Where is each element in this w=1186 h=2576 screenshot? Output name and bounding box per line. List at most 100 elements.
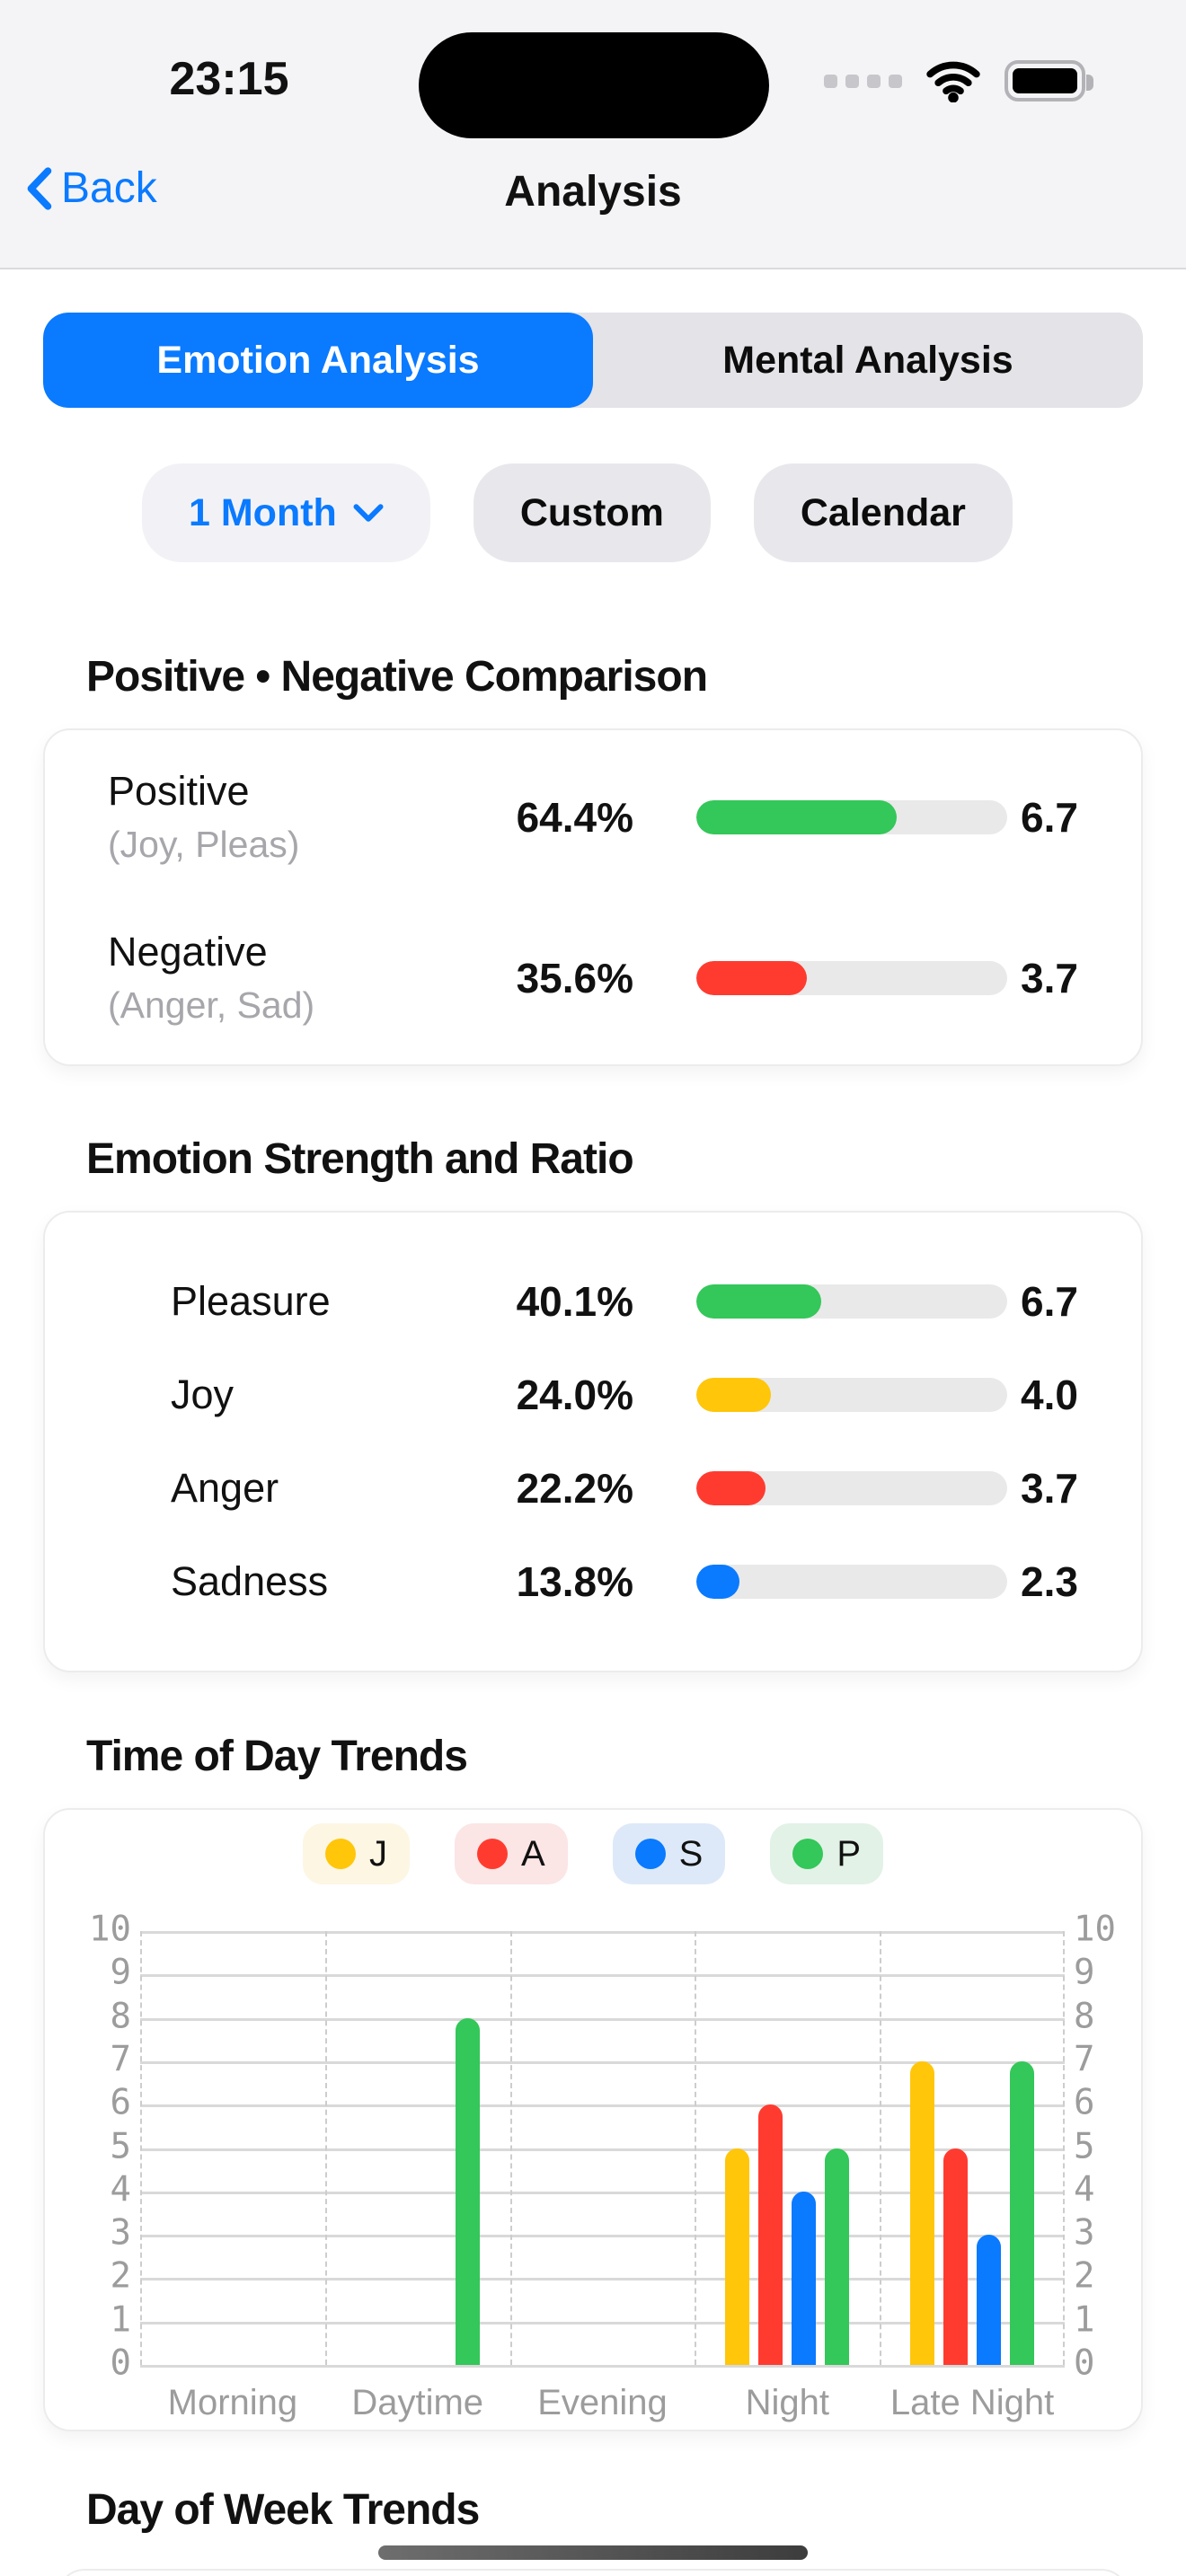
stat-label-group: Joy — [171, 1372, 431, 1418]
progress-fill — [696, 1378, 772, 1412]
stat-score: 6.7 — [1021, 1278, 1078, 1325]
category-boundary-line — [324, 1931, 327, 2365]
progress-fill — [696, 960, 808, 995]
stat-sublabel: (Joy, Pleas) — [108, 824, 300, 865]
progress-cell — [642, 1471, 1007, 1505]
legend-label: S — [678, 1833, 704, 1874]
battery-icon — [1005, 60, 1093, 101]
x-axis-label: Daytime — [351, 2383, 484, 2422]
progress-fill — [696, 1284, 821, 1319]
chart-bar-a-3 — [758, 2104, 783, 2365]
period-dropdown[interactable]: 1 Month — [142, 463, 430, 562]
y-axis-tick-left: 7 — [110, 2039, 131, 2080]
y-axis-tick-right: 5 — [1074, 2126, 1095, 2167]
stat-row: Pleasure 40.1% 6.7 — [171, 1277, 1109, 1326]
gridline — [140, 2104, 1065, 2108]
filter-row: 1 Month Custom Calendar — [0, 463, 1186, 562]
chart-bar-p-1 — [455, 2017, 480, 2365]
stat-row: Joy 24.0% 4.0 — [171, 1371, 1109, 1419]
category-boundary-line — [509, 1931, 512, 2365]
stat-label-group: Negative (Anger, Sad) — [108, 929, 431, 1027]
nav-bar: Back Analysis — [0, 144, 1186, 269]
gridline — [140, 2235, 1065, 2238]
section-title-day-of-week: Day of Week Trends — [86, 2486, 480, 2534]
stat-percent: 64.4% — [516, 793, 633, 841]
progress-fill — [696, 1471, 766, 1505]
section-title-strength: Emotion Strength and Ratio — [86, 1135, 634, 1183]
y-axis-tick-right: 3 — [1074, 2212, 1095, 2254]
category-boundary-line — [695, 1931, 697, 2365]
page-title: Analysis — [504, 168, 682, 216]
dynamic-island — [419, 32, 769, 138]
stat-percent: 13.8% — [516, 1558, 633, 1605]
segmented-control: Emotion Analysis Mental Analysis — [43, 313, 1143, 408]
y-axis-tick-left: 10 — [89, 1909, 131, 1950]
chart-bar-a-4 — [943, 2148, 969, 2365]
stat-row: Sadness 13.8% 2.3 — [171, 1557, 1109, 1606]
progress-track — [696, 1471, 1007, 1505]
progress-fill — [696, 1565, 739, 1599]
legend-label: P — [836, 1833, 862, 1874]
home-indicator[interactable] — [378, 2545, 808, 2560]
y-axis-tick-left: 0 — [110, 2342, 131, 2384]
chevron-down-icon — [353, 504, 384, 522]
stat-percent: 40.1% — [516, 1278, 633, 1325]
chart-bar-s-4 — [977, 2235, 1002, 2365]
stat-label: Anger — [171, 1465, 279, 1511]
y-axis-tick-left: 5 — [110, 2126, 131, 2167]
status-nav-area: 23:15 Back A — [0, 0, 1186, 269]
comparison-card: Positive (Joy, Pleas) 64.4% 6.7 Negative (Ang… — [43, 728, 1143, 1066]
stat-label-group: Positive (Joy, Pleas) — [108, 768, 431, 866]
progress-track — [696, 1378, 1007, 1412]
stat-row: Negative (Anger, Sad) 35.6% 3.7 — [108, 929, 1109, 1027]
y-axis-tick-left: 6 — [110, 2082, 131, 2123]
stat-label-group: Pleasure — [171, 1278, 431, 1325]
strength-card: Pleasure 40.1% 6.7 Joy 24.0% 4.0 Anger 22.2% 3.7… — [43, 1211, 1143, 1672]
stat-score: 3.7 — [1021, 954, 1078, 1001]
gridline — [140, 2148, 1065, 2151]
chevron-left-icon — [27, 166, 52, 210]
cellular-signal-icon — [824, 74, 902, 88]
stat-percent: 24.0% — [516, 1372, 633, 1418]
legend-dot — [324, 1839, 356, 1869]
gridline — [140, 2278, 1065, 2281]
status-time: 23:15 — [169, 53, 289, 105]
progress-track — [696, 1565, 1007, 1599]
y-axis-tick-left: 1 — [110, 2299, 131, 2341]
progress-cell — [642, 960, 1007, 995]
stat-score: 6.7 — [1021, 793, 1078, 841]
stat-score: 3.7 — [1021, 1465, 1078, 1512]
chart-bar-j-4 — [910, 2060, 935, 2365]
y-axis-tick-left: 9 — [110, 1952, 131, 1993]
progress-cell — [642, 1284, 1007, 1319]
tab-emotion-analysis[interactable]: Emotion Analysis — [43, 313, 593, 408]
stat-score: 4.0 — [1021, 1372, 1078, 1418]
section-title-time-of-day: Time of Day Trends — [86, 1733, 468, 1780]
back-button[interactable]: Back — [25, 163, 157, 213]
y-axis-tick-right: 10 — [1074, 1909, 1116, 1950]
tab-mental-analysis[interactable]: Mental Analysis — [593, 313, 1143, 408]
period-label: 1 Month — [189, 490, 337, 534]
legend-dot — [634, 1839, 666, 1869]
gridline — [140, 1974, 1065, 1978]
stat-percent: 35.6% — [516, 954, 633, 1001]
gridline — [140, 2017, 1065, 2021]
legend-chip-a: A — [454, 1823, 568, 1884]
calendar-button[interactable]: Calendar — [753, 463, 1013, 562]
x-axis-label: Late Night — [890, 2383, 1055, 2422]
stat-row: Anger 22.2% 3.7 — [171, 1464, 1109, 1513]
progress-cell — [642, 1378, 1007, 1412]
y-axis-tick-right: 1 — [1074, 2299, 1095, 2341]
y-axis-tick-right: 6 — [1074, 2082, 1095, 2123]
wifi-icon — [926, 61, 980, 102]
custom-button[interactable]: Custom — [473, 463, 711, 562]
category-boundary-line — [880, 1931, 882, 2365]
y-axis-tick-left: 4 — [110, 2169, 131, 2210]
x-axis-label: Morning — [167, 2383, 298, 2422]
gridline — [140, 2321, 1065, 2325]
x-axis-label: Evening — [537, 2383, 668, 2422]
gridline — [140, 2191, 1065, 2194]
progress-track — [696, 799, 1007, 834]
